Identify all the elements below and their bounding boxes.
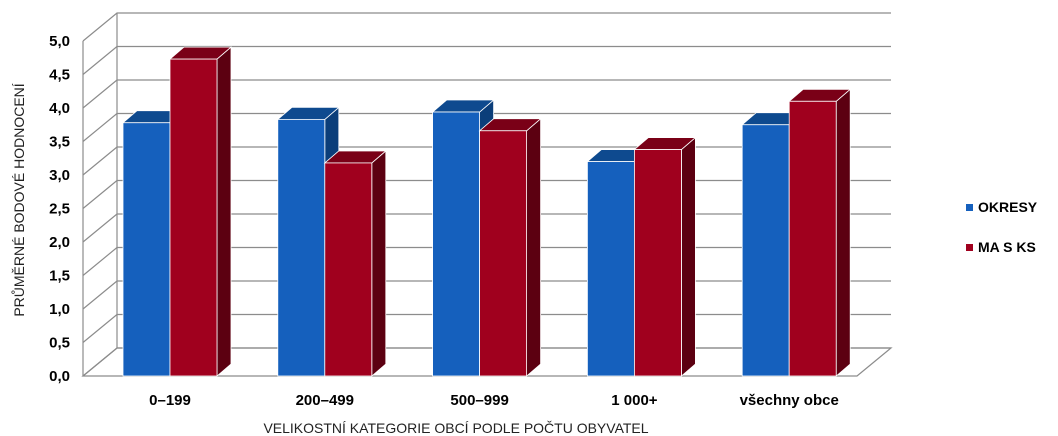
y-tick-label: 1,0 xyxy=(49,301,70,318)
bars xyxy=(121,46,852,377)
x-tick-label: 500–999 xyxy=(450,392,508,409)
bar-front xyxy=(432,111,481,377)
bar-side xyxy=(216,46,232,377)
bar-front xyxy=(324,162,373,377)
y-axis-title: PRŮMĚRNÉ BODOVÉ HODNOCENÍ xyxy=(10,83,27,316)
bar-front xyxy=(277,118,326,377)
x-axis-title: VELIKOSTNÍ KATEGORIE OBCÍ PODLE POČTU OB… xyxy=(263,420,648,436)
category-labels: 0–199 200–499 500–999 1 000+ všechny obce xyxy=(149,392,839,409)
y-tick-label: 0,5 xyxy=(49,335,70,352)
y-tick-label: 3,5 xyxy=(49,134,70,151)
x-tick-label: 1 000+ xyxy=(611,392,658,409)
x-tick-label: všechny obce xyxy=(740,392,839,409)
legend-swatch-okresy xyxy=(966,203,973,211)
bar xyxy=(323,150,387,377)
bar-front xyxy=(122,122,171,377)
bar-side xyxy=(681,136,696,377)
legend-swatch-mas-ks xyxy=(966,243,973,251)
bar-front xyxy=(634,149,682,377)
y-tick-label: 1,5 xyxy=(49,268,70,285)
y-tick-label: 2,5 xyxy=(49,201,70,218)
gridline xyxy=(82,12,891,42)
legend-item-mas-ks: MA S KS xyxy=(966,236,1037,258)
bar xyxy=(168,46,233,377)
y-tick-label: 0,0 xyxy=(49,368,70,385)
x-tick-label: 0–199 xyxy=(149,392,191,409)
bar-front xyxy=(169,58,218,377)
bar-front xyxy=(788,100,837,377)
y-tick-label: 5,0 xyxy=(49,33,70,50)
bar-side xyxy=(371,150,387,377)
y-tick-label: 2,0 xyxy=(49,234,70,251)
bar-side xyxy=(835,88,851,377)
legend-label-okresy: OKRESY xyxy=(978,199,1038,215)
bar-side xyxy=(526,117,541,377)
bar xyxy=(478,117,542,377)
bar-front xyxy=(587,161,635,377)
y-tick-label: 4,0 xyxy=(49,100,70,117)
y-tick-labels: 0,0 0,5 1,0 1,5 2,0 2,5 3,0 3,5 4,0 4,5 5,0 xyxy=(49,33,70,385)
x-tick-label: 200–499 xyxy=(296,392,354,409)
legend: OKRESY MA S KS xyxy=(966,196,1037,276)
bar-front xyxy=(741,124,790,377)
bar-front xyxy=(479,130,528,377)
bar xyxy=(633,136,697,377)
bar xyxy=(788,88,852,377)
y-tick-label: 3,0 xyxy=(49,167,70,184)
y-tick-label: 4,5 xyxy=(49,67,70,84)
legend-label-mas-ks: MA S KS xyxy=(978,239,1036,255)
legend-item-okresy: OKRESY xyxy=(966,196,1037,218)
